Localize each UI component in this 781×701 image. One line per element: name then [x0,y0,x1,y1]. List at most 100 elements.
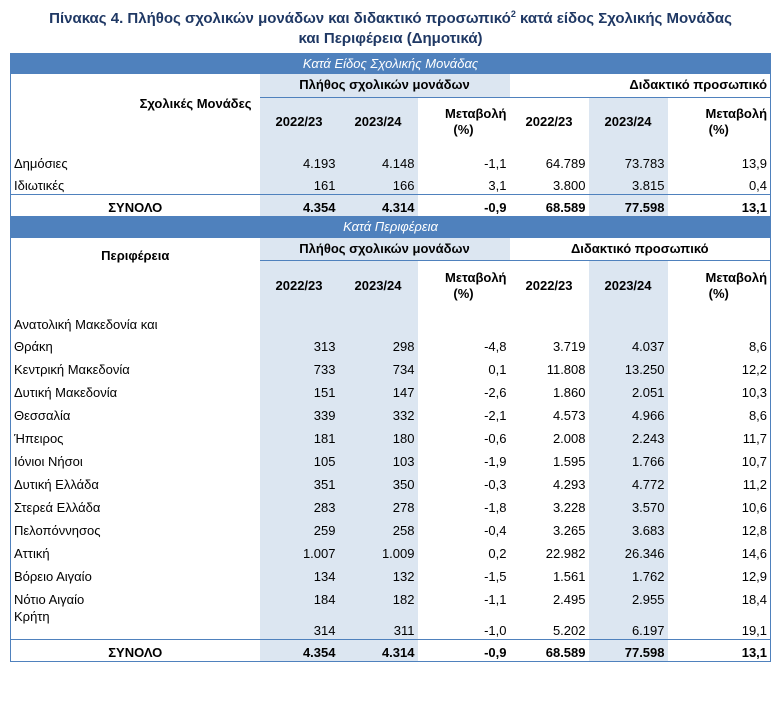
cell-staff-y1: 2.008 [552,430,586,446]
cell-units-change: 0,1 [488,361,507,377]
total-units-y1: 4.354 [259,639,339,662]
cell-units-y1: 351 [259,469,339,493]
cell-staff-change: 10,6 [667,492,772,516]
cell-staff-change: 12,8 [667,515,772,539]
table-row: Ανατολική Μακεδονία και Θράκη 313 298 -4… [10,310,772,355]
cell-units-y1: 105 [259,446,339,470]
header-row-columns: 2022/23 2023/24 Μεταβολή (%) 2022/23 202… [11,260,772,311]
total-units-y2: 4.314 [338,193,418,217]
cell-units-change: -2,1 [484,407,507,423]
cell-units-change: -0,6 [484,430,507,446]
cell-units-y1: 283 [259,492,339,516]
table-row: Βόρειο Αιγαίο 134 132 -1,5 1.561 1.762 1… [10,561,772,585]
cell-units-y1: 314 [259,607,339,640]
row-label: Θεσσαλία [10,400,260,424]
section-band-label: Κατά Είδος Σχολικής Μονάδας [9,53,772,74]
title-footnote-mark: 2 [510,9,516,19]
cell-staff-change: 19,1 [667,607,772,640]
cell-units-y1: 733 [259,354,339,378]
total-staff-y2: 77.598 [588,193,668,217]
row-label: Αττική [10,538,260,562]
col-header-year1: 2022/23 [259,97,339,147]
cell-units-y1: 134 [259,561,339,585]
total-staff-change: 13,1 [667,193,772,217]
header-row-columns: 2022/23 2023/24 Μεταβολή (%) 2022/23 202… [11,97,772,147]
cell-staff-change: 8,6 [667,400,772,424]
cell-units-y1: 339 [259,400,339,424]
col-header-change: Μεταβολή (%) [418,261,510,311]
cell-units-y2: 298 [338,310,418,355]
total-units-change: -0,9 [417,193,510,217]
row-label: Στερεά Ελλάδα [10,492,260,516]
cell-units-y2: 4.148 [338,147,418,172]
total-row: ΣΥΝΟΛΟ 4.354 4.314 -0,9 68.589 77.598 13… [10,639,772,662]
table-row: Κρήτη 314 311 -1,0 5.202 6.197 19,1 [10,607,772,640]
col-header-year1: 2022/23 [259,260,339,311]
cell-staff-change: 10,3 [667,377,772,401]
row-label: Βόρειο Αιγαίο [10,561,260,585]
total-row: ΣΥΝΟΛΟ 4.354 4.314 -0,9 68.589 77.598 13… [10,193,772,217]
col-header-change-l2: (%) [453,122,474,138]
cell-staff-y2: 2.051 [588,377,668,401]
table-row: Δυτική Μακεδονία 151 147 -2,6 1.860 2.05… [10,377,772,401]
cell-units-y1: 161 [259,172,339,194]
total-staff-change: 13,1 [667,639,772,662]
cell-staff-y1: 2.495 [552,591,586,607]
col-header-change-staff: Μεταβολή (%) [667,97,772,147]
row-label: Κρήτη [10,607,260,640]
table-row: Ιόνιοι Νήσοι 105 103 -1,9 1.595 1.766 10… [10,446,772,470]
cell-units-y2: 180 [338,423,418,447]
table-row: Θεσσαλία 339 332 -2,1 4.573 4.966 8,6 [10,400,772,424]
col-header-year1-staff: 2022/23 [525,277,573,293]
cell-staff-change: 8,6 [667,310,772,355]
cell-units-change: 3,1 [488,177,507,193]
cell-staff-y2: 1.766 [588,446,668,470]
col-header-change-staff-l2: (%) [708,285,729,301]
cell-units-change: -4,8 [484,338,507,354]
cell-staff-y2: 26.346 [588,538,668,562]
cell-staff-y1: 1.595 [552,453,586,469]
row-header-school-units: Σχολικές Μονάδες [10,74,260,147]
col-header-change: Μεταβολή (%) [418,97,510,147]
col-header-change-l2: (%) [453,285,474,301]
cell-staff-y2: 4.966 [588,400,668,424]
col-header-year2: 2023/24 [338,97,418,147]
col-header-year1-staff: 2022/23 [525,114,573,130]
table-row: Ήπειρος 181 180 -0,6 2.008 2.243 11,7 [10,423,772,447]
cell-staff-y1: 11.808 [546,361,586,377]
table-title: Πίνακας 4. Πλήθος σχολικών μονάδων και δ… [0,4,781,49]
total-staff-y1: 68.589 [509,193,589,217]
group-header-units: Πλήθος σχολικών μονάδων [259,74,510,98]
cell-staff-change: 13,9 [667,147,772,172]
cell-staff-change: 11,7 [667,423,772,447]
cell-staff-y2: 4.037 [588,310,668,355]
cell-staff-y2: 1.762 [588,561,668,585]
title-line2: και Περιφέρεια (Δημοτικά) [298,30,483,47]
cell-staff-y1: 5.202 [552,623,586,638]
cell-units-y2: 350 [338,469,418,493]
cell-units-y1: 184 [259,584,339,608]
cell-units-change: -1,8 [484,499,507,515]
statistics-table: Κατά Είδος Σχολικής Μονάδας Σχολικές Μον… [9,53,772,662]
cell-staff-change: 0,4 [667,172,772,194]
row-label: Ιδιωτικές [10,172,260,194]
cell-staff-y1: 3.228 [552,499,586,515]
col-header-year2: 2023/24 [338,260,418,311]
cell-units-y1: 4.193 [259,147,339,172]
section-band-region: Κατά Περιφέρεια [9,216,772,238]
table-row: Κεντρική Μακεδονία 733 734 0,1 11.808 13… [10,354,772,378]
cell-staff-y2: 3.815 [588,172,668,194]
total-label: ΣΥΝΟΛΟ [10,193,260,217]
table-row: Στερεά Ελλάδα 283 278 -1,8 3.228 3.570 1… [10,492,772,516]
cell-units-change: -1,5 [484,568,507,584]
row-label: Δυτική Ελλάδα [10,469,260,493]
total-units-y2: 4.314 [338,639,418,662]
row-label: Ανατολική Μακεδονία και Θράκη [10,310,260,355]
cell-staff-change: 14,6 [667,538,772,562]
col-header-year2-staff: 2023/24 [588,260,668,311]
table-row: Δημόσιες 4.193 4.148 -1,1 64.789 73.783 … [10,147,772,172]
cell-units-change: -0,3 [484,476,507,492]
row-label: Ήπειρος [10,423,260,447]
cell-staff-y1: 3.265 [552,522,586,538]
cell-staff-y1: 1.561 [552,568,586,584]
